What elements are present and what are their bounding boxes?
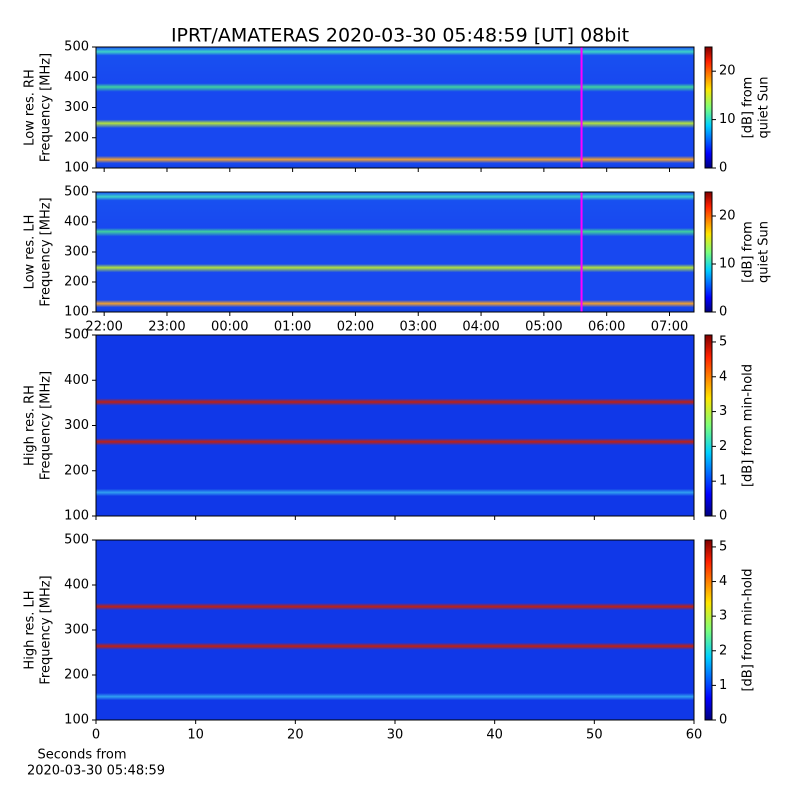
y-tick-label: 100 [64,305,89,320]
x-tick-label: 40 [486,728,503,743]
x-tick-label: 10 [187,728,204,743]
colorbar-tick-label: 2 [719,439,727,454]
y-tick-label: 400 [64,215,89,230]
spectrogram [96,192,694,312]
x-tick-label: 00:00 [211,320,248,335]
y-axis-label: Low res. RH [23,69,38,146]
y-tick-label: 400 [64,373,89,388]
x-axis-label: Seconds from [37,748,126,763]
x-tick-label: 60 [686,728,703,743]
spectrogram [96,540,694,720]
x-tick-label: 01:00 [274,320,311,335]
colorbar-tick-label: 2 [719,643,727,658]
colorbar-label: [dB] from [741,77,756,139]
colorbar-tick-label: 1 [719,678,727,693]
colorbar-tick-label: 20 [719,64,736,79]
colorbar-tick-label: 10 [719,112,736,127]
y-tick-label: 200 [64,275,89,290]
chart-title: IPRT/AMATERAS 2020-03-30 05:48:59 [UT] 0… [171,25,629,47]
y-tick-label: 200 [64,668,89,683]
x-tick-label: 04:00 [462,320,499,335]
y-axis-label: Frequency [MHz] [39,371,54,480]
y-tick-label: 500 [64,40,89,55]
colorbar-tick-label: 4 [719,369,727,384]
colorbar [704,46,713,169]
x-tick-label: 02:00 [337,320,374,335]
y-tick-label: 100 [64,509,89,524]
x-tick-label: 30 [387,728,404,743]
y-axis-label: High res. LH [23,590,38,669]
colorbar-label: [dB] from min-hold [741,568,756,691]
y-tick-label: 300 [64,100,89,115]
y-axis-label: Low res. LH [23,215,38,290]
y-axis-label: High res. RH [23,385,38,466]
colorbar-tick-label: 0 [719,509,727,524]
colorbar-tick-label: 0 [719,713,727,728]
y-axis-label: Frequency [MHz] [39,53,54,162]
colorbar-tick-label: 3 [719,404,727,419]
x-tick-label: 20 [287,728,304,743]
y-tick-label: 400 [64,70,89,85]
y-tick-label: 500 [64,185,89,200]
colorbar-label: quiet Sun [757,76,772,138]
colorbar-tick-label: 0 [719,305,727,320]
x-tick-label: 05:00 [525,320,562,335]
colorbar [704,334,713,517]
y-tick-label: 500 [64,328,89,343]
x-axis-label: 2020-03-30 05:48:59 [27,764,165,779]
colorbar-label: [dB] from min-hold [741,364,756,487]
y-tick-label: 100 [64,161,89,176]
y-tick-label: 200 [64,463,89,478]
colorbar [704,539,713,721]
x-tick-label: 0 [92,728,100,743]
colorbar-tick-label: 5 [719,539,727,554]
colorbar-label: [dB] from [741,221,756,283]
colorbar-tick-label: 0 [719,161,727,176]
y-tick-label: 300 [64,418,89,433]
y-tick-label: 300 [64,623,89,638]
x-tick-label: 50 [586,728,603,743]
x-tick-label: 06:00 [588,320,625,335]
y-tick-label: 200 [64,130,89,145]
y-tick-label: 400 [64,578,89,593]
colorbar [704,191,713,313]
spectrogram [96,47,694,168]
y-axis-label: Frequency [MHz] [39,197,54,306]
x-tick-label: 23:00 [148,320,185,335]
colorbar-tick-label: 1 [719,474,727,489]
x-tick-label: 07:00 [651,320,688,335]
y-axis-label: Frequency [MHz] [39,575,54,684]
spectrogram [96,335,694,516]
colorbar-tick-label: 3 [719,609,727,624]
y-tick-label: 100 [64,713,89,728]
colorbar-label: quiet Sun [757,221,772,283]
y-tick-label: 500 [64,533,89,548]
colorbar-tick-label: 10 [719,257,736,272]
colorbar-tick-label: 5 [719,334,727,349]
x-tick-label: 22:00 [85,320,122,335]
x-tick-label: 03:00 [400,320,437,335]
colorbar-tick-label: 4 [719,574,727,589]
colorbar-tick-label: 20 [719,209,736,224]
y-tick-label: 300 [64,245,89,260]
